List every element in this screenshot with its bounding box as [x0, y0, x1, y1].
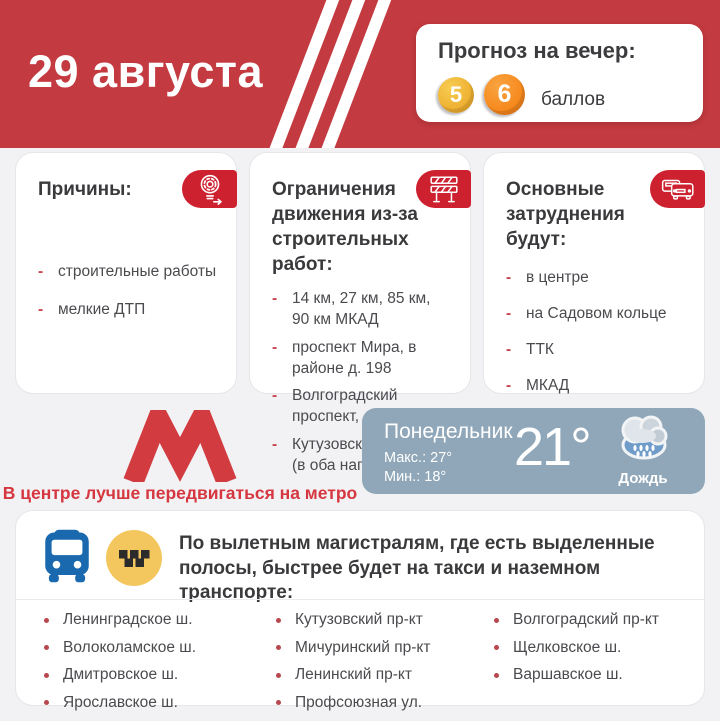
- congestion-card: Основные затруднения будут: -в центре -н…: [483, 152, 705, 394]
- list-item: Ленинградское ш.: [44, 611, 276, 629]
- weather-condition: Дождь: [618, 470, 668, 487]
- transit-header: По вылетным магистралям, где есть выделе…: [16, 511, 704, 603]
- list-item: Щелковское ш.: [494, 639, 694, 657]
- list-item: Мичуринский пр-кт: [276, 639, 494, 657]
- weather-card: Понедельник Макс.: 27° Мин.: 18° 21° Дож…: [362, 408, 705, 494]
- highway-column: Ленинградское ш. Волоколамское ш. Дмитро…: [44, 611, 276, 721]
- weather-day: Понедельник: [384, 420, 513, 443]
- construction-barrier-icon: [416, 170, 471, 208]
- dash-bullet: -: [272, 387, 278, 405]
- list-item: -в центре: [506, 268, 686, 289]
- rain-cloud-icon: [612, 412, 676, 475]
- dash-bullet: -: [272, 435, 278, 453]
- dot-bullet: [494, 617, 499, 623]
- congestion-title: Основные затруднения будут:: [506, 179, 625, 251]
- congestion-list: -в центре - на Садовом кольце - ТТК - МКАД: [506, 268, 686, 396]
- taxi-icon: [106, 530, 162, 586]
- dot-bullet: [44, 645, 49, 650]
- causes-card: Причины: - строительные работы - мелкие ДТ…: [15, 152, 237, 394]
- forecast-scores: 5 6 баллов: [438, 74, 683, 115]
- dash-bullet: -: [38, 263, 44, 281]
- dot-bullet: [44, 700, 49, 705]
- highway-lists: Ленинградское ш. Волоколамское ш. Дмитро…: [44, 611, 694, 721]
- dot-bullet: [494, 672, 499, 678]
- list-item: Варшавское ш.: [494, 666, 694, 684]
- moscow-metro-logo: [121, 393, 239, 487]
- list-item: - мелкие ДТП: [38, 300, 218, 321]
- list-item: - ТТК: [506, 340, 686, 361]
- metro-note: В центре лучше передвигаться на метро: [2, 483, 358, 503]
- dot-bullet: [276, 700, 281, 705]
- forecast-card: Прогноз на вечер: 5 6 баллов: [416, 24, 703, 122]
- forecast-title: Прогноз на вечер:: [438, 38, 636, 63]
- list-item: - строительные работы: [38, 262, 218, 283]
- weather-min: Мин.: 18°: [384, 469, 447, 485]
- list-item: -14 км, 27 км, 85 км, 90 км МКАД: [272, 289, 452, 331]
- list-item: - на Садовом кольце: [506, 304, 686, 325]
- score-badge-high: 6: [484, 74, 525, 115]
- dash-bullet: -: [272, 338, 278, 356]
- bus-icon: [38, 527, 96, 590]
- dot-bullet: [494, 645, 499, 650]
- list-item: Ярославское ш.: [44, 694, 276, 712]
- restrictions-card: Ограничения движения из-за строительных …: [249, 152, 471, 474]
- divider: [16, 599, 704, 600]
- dash-bullet: -: [38, 300, 44, 318]
- dash-bullet: -: [506, 305, 512, 322]
- idea-gear-icon: [182, 170, 237, 208]
- list-item: Кутузовский пр-кт: [276, 611, 494, 629]
- weather-max: Макс.: 27°: [384, 450, 453, 466]
- transit-message: По вылетным магистралям, где есть выделе…: [179, 533, 655, 604]
- list-item: Волоколамское ш.: [44, 639, 276, 657]
- dash-bullet: -: [272, 290, 278, 308]
- restrictions-title: Ограничения движения из-за строительных …: [272, 179, 418, 276]
- causes-title: Причины:: [38, 179, 132, 200]
- date-title: 29 августа: [28, 46, 263, 97]
- list-item: Дмитровское ш.: [44, 666, 276, 684]
- weather-temperature: 21°: [514, 417, 592, 477]
- dot-bullet: [44, 672, 49, 678]
- dash-bullet: -: [506, 269, 512, 287]
- traffic-cars-icon: [650, 170, 705, 208]
- dot-bullet: [44, 617, 49, 623]
- list-item: Профсоюзная ул.: [276, 694, 494, 712]
- dash-bullet: -: [506, 376, 512, 394]
- dot-bullet: [276, 645, 281, 650]
- list-item: Волгоградский пр-кт: [494, 611, 694, 629]
- score-badge-low: 5: [438, 76, 474, 113]
- dot-bullet: [276, 672, 281, 678]
- list-item: - проспект Мира, в районе д. 198: [272, 338, 452, 380]
- list-item: Ленинский пр-кт: [276, 666, 494, 684]
- forecast-unit-label: баллов: [541, 88, 606, 110]
- list-item: - МКАД: [506, 376, 686, 397]
- dash-bullet: -: [506, 340, 512, 358]
- causes-list: - строительные работы - мелкие ДТП: [38, 262, 218, 321]
- transit-card: По вылетным магистралям, где есть выделе…: [15, 510, 705, 711]
- dot-bullet: [276, 617, 281, 623]
- highway-column: Волгоградский пр-кт Щелковское ш. Варшав…: [494, 611, 694, 721]
- highway-column: Кутузовский пр-кт Мичуринский пр-кт Лени…: [276, 611, 494, 721]
